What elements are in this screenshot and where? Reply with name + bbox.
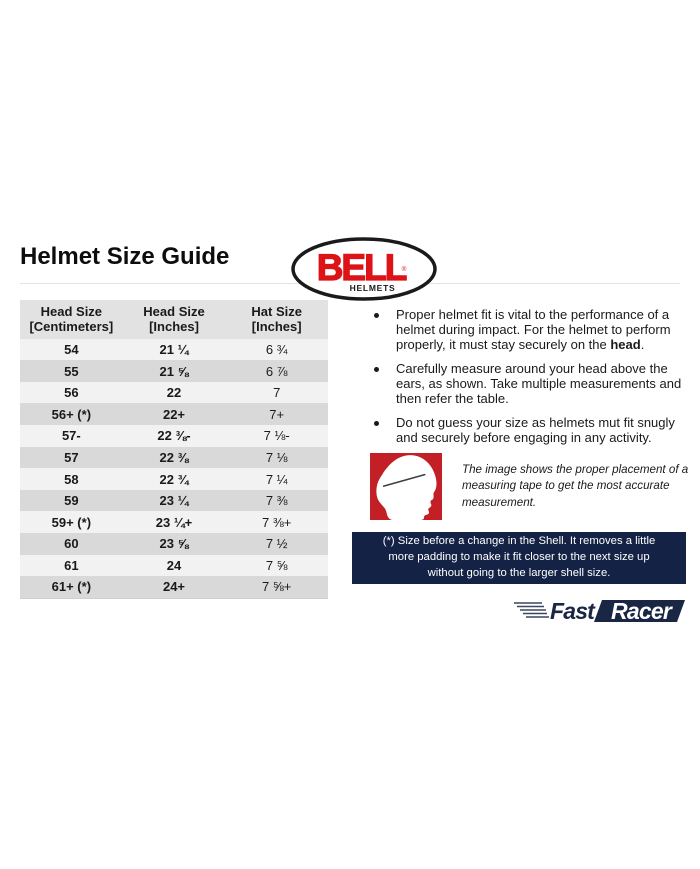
svg-text:Racer: Racer <box>611 598 673 624</box>
svg-text:BELL: BELL <box>317 247 407 288</box>
svg-text:HELMETS: HELMETS <box>350 283 396 293</box>
svg-text:®: ® <box>402 265 407 273</box>
svg-text:Fast: Fast <box>550 598 596 624</box>
